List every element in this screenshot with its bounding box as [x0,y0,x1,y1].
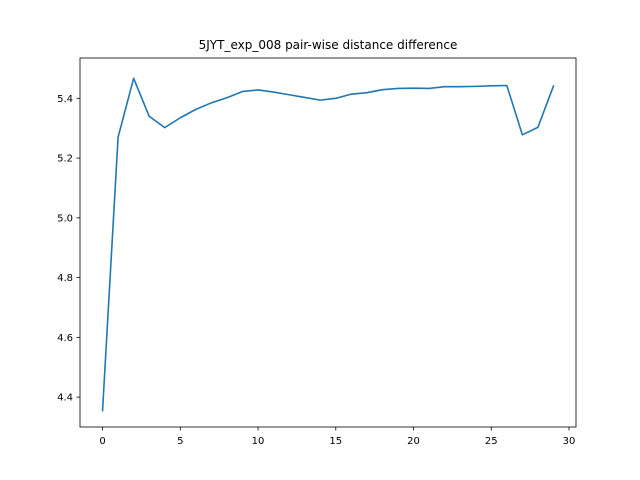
y-tick-label: 5.4 [57,94,73,105]
y-tick-label: 5.0 [57,213,73,224]
x-tick-label: 20 [407,436,420,447]
y-tick-label: 4.6 [57,333,73,344]
plot-area: 0 5 10 15 20 25 30 4.4 4.6 4.8 5.0 5.2 5.4 [57,77,576,447]
y-tick-label: 5.2 [57,154,73,165]
x-tick-label: 25 [485,436,498,447]
axes-frame [79,57,577,428]
x-tick-label: 5 [177,436,183,447]
x-tick-label: 0 [99,436,105,447]
x-tick-label: 15 [329,436,342,447]
y-tick-label: 4.8 [57,273,73,284]
x-tick-label: 30 [563,436,576,447]
series-line [101,77,555,412]
y-tick-label: 4.4 [57,393,73,404]
x-tick-label: 10 [252,436,265,447]
chart-title: 5JYT_exp_008 pair-wise distance differen… [199,38,458,52]
